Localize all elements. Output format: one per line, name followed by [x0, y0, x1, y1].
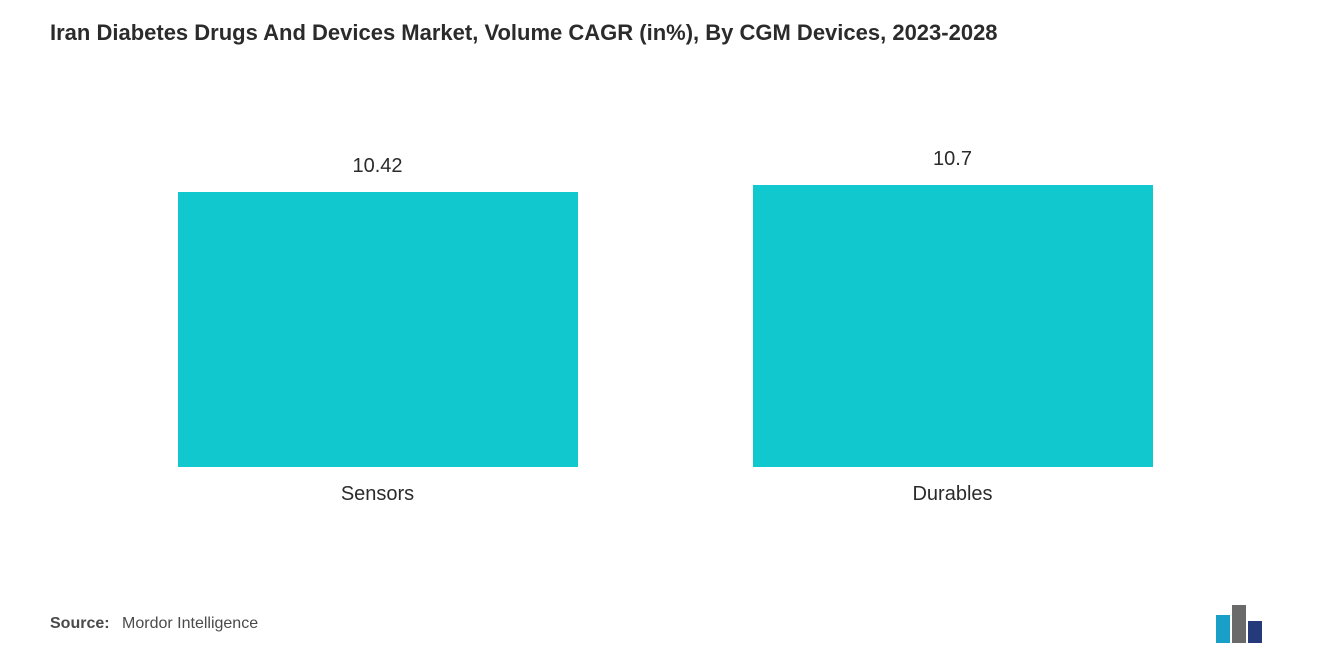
bar-value-durables: 10.7 — [933, 148, 972, 171]
bar-label-sensors: Sensors — [341, 483, 414, 506]
mordor-logo-icon — [1216, 605, 1270, 643]
chart-area: 10.42 Sensors 10.7 Durables — [50, 56, 1280, 536]
footer: Source: Mordor Intelligence — [50, 605, 1270, 643]
bar-group-durables: 10.7 Durables — [753, 148, 1153, 506]
bar-sensors — [178, 192, 578, 467]
chart-title: Iran Diabetes Drugs And Devices Market, … — [50, 20, 1280, 46]
bar-label-durables: Durables — [912, 483, 992, 506]
source-label: Source: — [50, 615, 110, 632]
bar-durables — [753, 185, 1153, 467]
bar-group-sensors: 10.42 Sensors — [178, 155, 578, 506]
chart-container: Iran Diabetes Drugs And Devices Market, … — [0, 0, 1320, 665]
source-text: Source: Mordor Intelligence — [50, 615, 258, 633]
source-value: Mordor Intelligence — [122, 615, 258, 632]
bar-value-sensors: 10.42 — [352, 155, 402, 178]
bars-row: 10.42 Sensors 10.7 Durables — [50, 126, 1280, 506]
